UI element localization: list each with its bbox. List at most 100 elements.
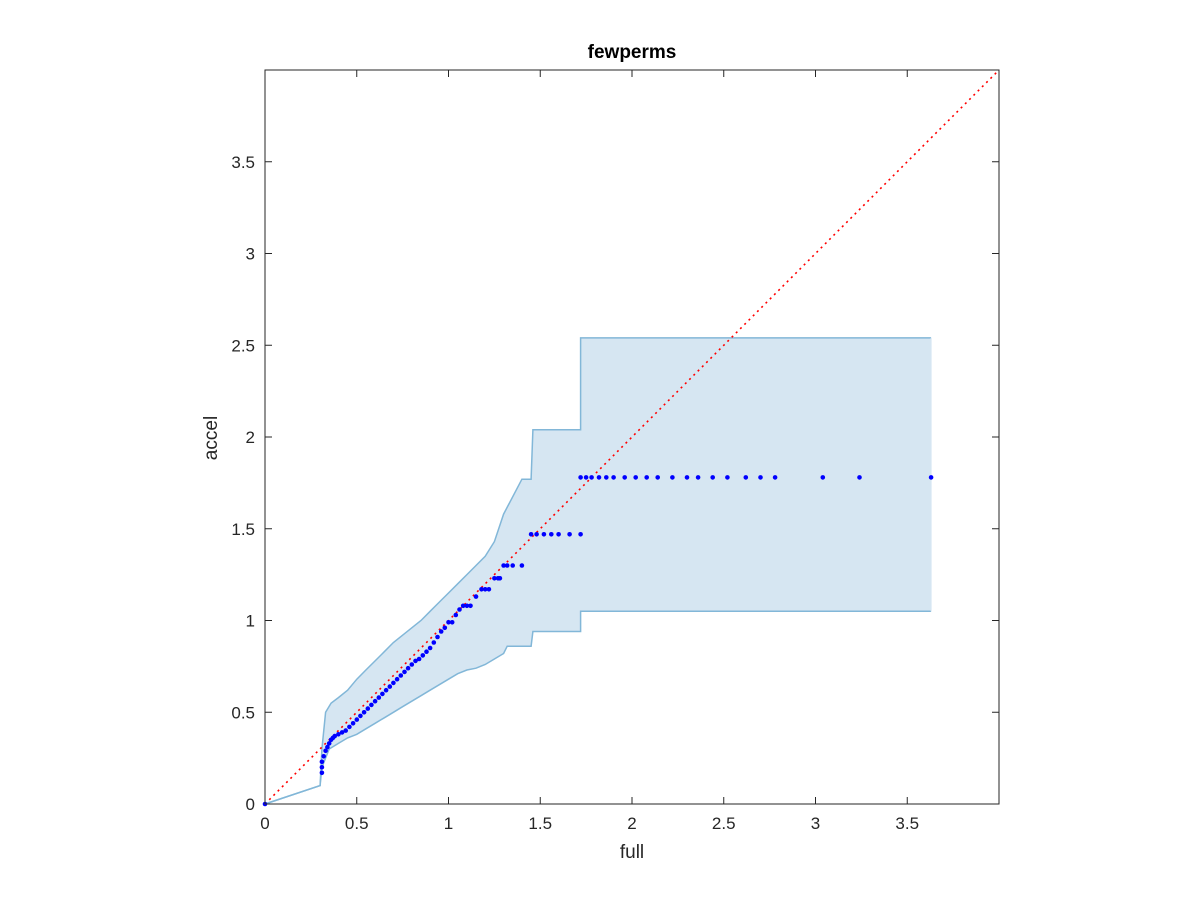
data-point <box>369 702 374 708</box>
confidence-band <box>264 337 932 805</box>
data-point <box>534 532 539 537</box>
data-point <box>326 741 332 746</box>
data-point <box>402 669 407 675</box>
data-point <box>347 724 352 730</box>
data-point <box>438 629 444 634</box>
y-tick-label: 2 <box>246 428 255 447</box>
data-point <box>457 607 462 612</box>
data-point <box>420 653 426 658</box>
data-point <box>449 620 455 625</box>
y-tick-label: 0 <box>246 795 255 814</box>
data-point <box>453 612 459 618</box>
data-point <box>336 732 341 737</box>
data-point <box>510 563 515 568</box>
data-point <box>468 603 473 609</box>
data-point <box>497 576 503 581</box>
data-point <box>435 634 440 640</box>
x-axis-label: full <box>620 842 644 863</box>
x-tick-label: 1 <box>444 814 453 833</box>
data-point <box>460 603 466 609</box>
data-point <box>409 662 415 667</box>
data-point <box>354 717 360 722</box>
data-point <box>567 532 572 537</box>
data-point <box>464 603 470 609</box>
x-tick-label: 0 <box>260 814 269 833</box>
data-point <box>319 770 325 776</box>
data-point <box>332 733 338 739</box>
data-point <box>473 594 479 599</box>
data-point <box>479 587 484 592</box>
data-point <box>695 475 701 480</box>
data-point <box>339 730 345 735</box>
x-tick-label: 3 <box>811 814 820 833</box>
x-tick-label: 2 <box>627 814 636 833</box>
data-point <box>622 475 627 480</box>
data-point <box>376 695 382 700</box>
data-point <box>398 673 404 678</box>
data-point <box>743 475 749 480</box>
data-point <box>321 754 327 759</box>
data-point <box>758 475 763 480</box>
data-point <box>549 532 554 537</box>
data-point <box>383 687 389 693</box>
data-point <box>486 587 492 592</box>
reference-diagonal <box>264 69 1000 805</box>
data-point <box>325 744 330 750</box>
data-point <box>343 728 349 733</box>
data-point <box>319 759 325 765</box>
band-lower-edge <box>264 610 932 805</box>
data-point <box>596 475 602 480</box>
band-upper-edge <box>264 337 932 805</box>
data-point <box>857 475 862 480</box>
y-tick-label: 1.5 <box>231 520 255 539</box>
data-point <box>820 475 826 480</box>
data-point <box>589 475 594 480</box>
x-tick-label: 2.5 <box>712 814 736 833</box>
data-point <box>365 706 371 711</box>
data-point <box>528 532 534 537</box>
data-point <box>519 563 525 568</box>
data-point <box>710 475 715 480</box>
data-point <box>725 475 730 480</box>
data-point <box>431 640 437 645</box>
data-point <box>427 645 433 651</box>
data-point <box>391 680 396 686</box>
data-point <box>504 563 510 568</box>
data-point <box>380 691 385 697</box>
data-point <box>578 532 583 537</box>
y-tick-label: 3.5 <box>231 153 255 172</box>
data-point <box>413 658 418 664</box>
data-point <box>361 710 367 715</box>
data-point <box>350 721 356 726</box>
band-fill <box>265 337 932 804</box>
y-tick-label: 3 <box>246 245 255 264</box>
x-tick-label: 1.5 <box>528 814 552 833</box>
data-point <box>424 649 429 654</box>
tick-marks: 0 0.5 1 1.5 2 2.5 3 3.5 0 0.5 1 1.5 2 2.5 3 3.5 <box>231 70 999 833</box>
data-point <box>323 748 328 754</box>
chart-title: fewperms <box>588 42 677 63</box>
data-point <box>578 475 583 480</box>
data-point <box>372 698 378 704</box>
data-point <box>492 576 497 581</box>
data-point <box>405 665 411 671</box>
data-point <box>541 532 547 537</box>
data-point <box>501 563 506 568</box>
data-point <box>604 475 609 480</box>
reference-line <box>264 69 1000 805</box>
data-point <box>416 656 422 662</box>
x-tick-label: 3.5 <box>895 814 919 833</box>
data-point <box>482 587 488 592</box>
data-point <box>394 676 400 682</box>
x-tick-label: 0.5 <box>345 814 369 833</box>
y-tick-label: 1 <box>246 612 255 631</box>
data-points <box>262 475 934 807</box>
data-point <box>556 532 561 537</box>
data-point <box>319 765 325 770</box>
data-point <box>583 475 589 480</box>
data-point <box>446 620 451 625</box>
y-axis-label: accel <box>201 416 222 460</box>
data-point <box>655 475 660 480</box>
